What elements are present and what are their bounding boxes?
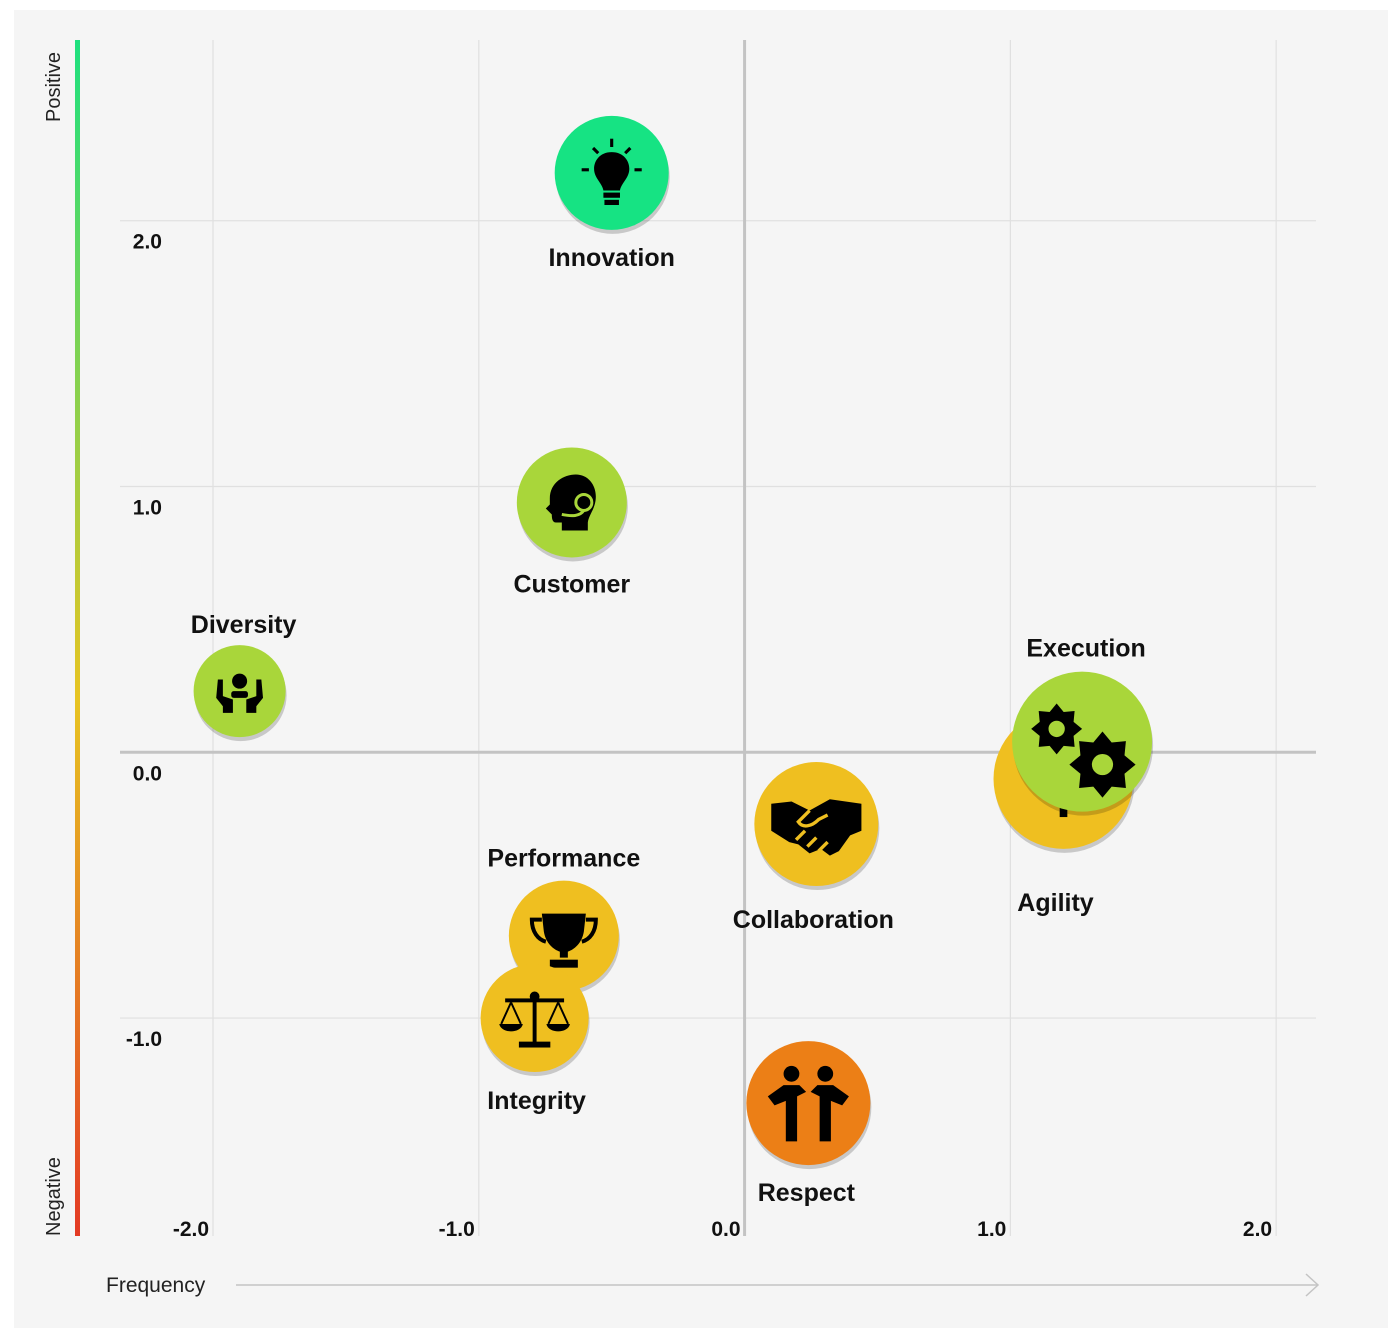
point-diversity[interactable]: Diversity xyxy=(191,611,297,742)
label-customer: Customer xyxy=(513,570,630,598)
x-tick-label: -1.0 xyxy=(439,1218,475,1241)
handshake-icon xyxy=(771,799,862,856)
diversity-hands-icon xyxy=(216,673,264,713)
x-axis-label: Frequency xyxy=(106,1274,206,1297)
point-customer[interactable]: Customer xyxy=(513,447,630,598)
people-icon xyxy=(767,1065,849,1142)
x-tick-label: 1.0 xyxy=(977,1218,1006,1241)
headset-person-icon xyxy=(545,474,596,531)
x-tick-label: -2.0 xyxy=(173,1218,209,1241)
y-tick-label: 0.0 xyxy=(133,762,162,785)
y-tick-label: 2.0 xyxy=(133,231,162,254)
x-tick-label: 2.0 xyxy=(1243,1218,1272,1241)
label-agility: Agility xyxy=(1017,889,1093,917)
label-innovation: Innovation xyxy=(548,244,674,272)
point-execution[interactable]: Execution xyxy=(1012,635,1154,816)
label-performance: Performance xyxy=(487,845,640,873)
lightbulb-icon xyxy=(581,138,642,206)
point-collaboration[interactable]: Collaboration xyxy=(733,762,894,934)
label-diversity: Diversity xyxy=(191,611,297,639)
data-points: Agility Innovation Customer Diversity Execut… xyxy=(191,115,1154,1207)
gears-icon xyxy=(1031,703,1136,798)
y-tick-label: 1.0 xyxy=(133,497,162,520)
y-bottom-label: Negative xyxy=(43,1157,65,1236)
y-top-label: Positive xyxy=(43,52,65,122)
point-respect[interactable]: Respect xyxy=(746,1041,872,1207)
label-execution: Execution xyxy=(1026,635,1145,663)
sentiment-gradient-bar xyxy=(75,40,80,1236)
marker-respect xyxy=(746,1041,871,1166)
point-innovation[interactable]: Innovation xyxy=(548,115,675,272)
label-respect: Respect xyxy=(758,1179,856,1207)
label-collaboration: Collaboration xyxy=(733,906,894,934)
x-tick-label: 0.0 xyxy=(711,1218,740,1241)
scales-icon xyxy=(499,991,570,1048)
x-axis-arrow-head xyxy=(1305,1273,1320,1297)
label-integrity: Integrity xyxy=(487,1087,586,1115)
point-integrity[interactable]: Integrity xyxy=(480,964,590,1115)
y-tick-label: -1.0 xyxy=(126,1028,162,1051)
tick-labels: -2.0 -1.0 0.0 1.0 2.0 2.0 1.0 0.0 -1.0 xyxy=(126,231,1272,1241)
trophy-icon xyxy=(529,913,598,968)
